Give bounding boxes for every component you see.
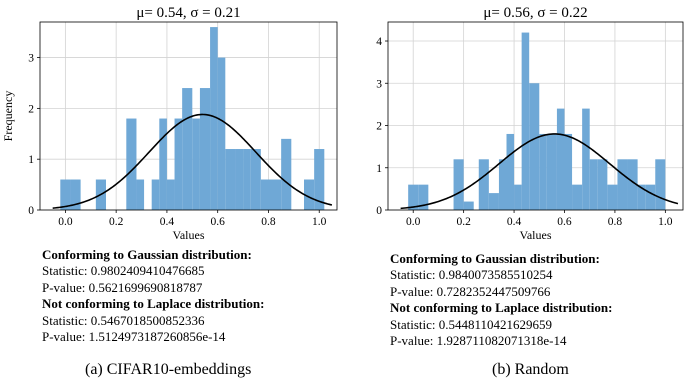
histogram-bar (453, 159, 464, 210)
laplace-pvalue: P-value: 1.5124973187260856e-14 (42, 329, 226, 345)
y-tick-label: 3 (28, 53, 34, 65)
histogram-bar (556, 108, 565, 210)
histogram-bar (589, 159, 598, 210)
x-axis-label: Values (173, 228, 205, 242)
x-tick-label: 0.4 (507, 216, 522, 228)
histogram-bar (166, 179, 175, 210)
histogram-bar (463, 201, 474, 210)
x-tick-label: 0.2 (456, 216, 471, 228)
gaussian-statistic: Statistic: 0.9840073585510254 (390, 267, 553, 283)
caption-a: (a) CIFAR10-embeddings (85, 361, 252, 378)
histogram-bar (488, 193, 499, 210)
histogram-bar (182, 88, 193, 210)
histogram-bar (637, 184, 646, 210)
histogram-bar (217, 57, 226, 210)
histogram-bar (582, 108, 590, 210)
histogram-bar (174, 118, 183, 210)
histogram-bar (521, 32, 530, 210)
x-tick-label: 0.8 (261, 216, 276, 228)
histogram-bar (645, 184, 656, 210)
x-tick-label: 0.6 (211, 216, 226, 228)
y-tick-label: 0 (376, 205, 382, 217)
histogram-bar (199, 88, 211, 210)
histogram-bar (597, 159, 608, 210)
histogram-bar (235, 149, 244, 210)
x-tick-label: 0.8 (608, 216, 623, 228)
laplace-statistic: Statistic: 0.5448110421629659 (390, 316, 553, 332)
x-tick-label: 0.0 (58, 216, 73, 228)
x-tick-label: 0.4 (160, 216, 175, 228)
y-tick-label: 2 (28, 103, 34, 115)
histogram-bar (529, 83, 540, 210)
x-tick-label: 0.6 (557, 216, 572, 228)
histogram-bar (627, 159, 638, 210)
gaussian-fit-curve (400, 133, 679, 210)
histogram-bar (617, 159, 628, 210)
gaussian-heading: Conforming to Gaussian distribution: (42, 247, 252, 262)
x-axis-label: Values (520, 228, 552, 242)
x-tick-label: 1.0 (312, 216, 327, 228)
histogram-bar (304, 179, 315, 210)
laplace-heading: Not conforming to Laplace distribution: (42, 296, 265, 312)
y-axis-label: Frequency (1, 91, 15, 142)
histogram-bar (418, 184, 429, 210)
x-tick-label: 1.0 (658, 216, 673, 228)
histogram-bar (546, 133, 557, 210)
y-tick-label: 2 (376, 121, 382, 133)
chart-title: μ= 0.54, σ = 0.21 (136, 5, 240, 21)
histogram-bar (314, 149, 325, 210)
histogram-bar (514, 184, 522, 210)
gaussian-statistic: Statistic: 0.9802409410476685 (42, 263, 205, 279)
y-tick-label: 0 (28, 205, 34, 217)
plot-frame (39, 21, 338, 211)
histogram-bar (192, 118, 200, 210)
laplace-heading: Not conforming to Laplace distribution: (390, 300, 613, 316)
y-tick-label: 3 (376, 78, 382, 90)
x-tick-label: 0.2 (109, 216, 124, 228)
histogram-bar (506, 133, 515, 210)
y-tick-label: 4 (376, 36, 382, 48)
histogram-bar (564, 133, 573, 210)
chart-a: 0.0 0.2 0.4 0.6 0.8 1.0 0 1 2 3 Values Frequency μ= … (1, 5, 338, 242)
histogram-bar (271, 179, 282, 210)
gaussian-heading: Conforming to Gaussian distribution: (390, 251, 600, 266)
histogram-bar (655, 159, 666, 210)
histogram-bar (281, 138, 292, 210)
laplace-pvalue: P-value: 1.928711082071318e-14 (390, 333, 567, 349)
y-tick-label: 1 (28, 154, 34, 166)
y-tick-label: 1 (376, 163, 382, 175)
histogram-bar (250, 149, 261, 210)
histogram-bar (151, 179, 160, 210)
chart-title: μ= 0.56, σ = 0.22 (483, 5, 587, 21)
histogram-bar (70, 179, 81, 210)
histogram-bar (126, 118, 137, 210)
x-tick-label: 0.0 (406, 216, 421, 228)
gaussian-pvalue: P-value: 0.5621699690818787 (42, 279, 203, 295)
histogram-bar (136, 179, 145, 210)
histogram-bar (260, 179, 271, 210)
histogram-bar (478, 159, 489, 210)
histogram-bar (498, 159, 507, 210)
gaussian-pvalue: P-value: 0.7282352447509766 (390, 283, 551, 299)
histogram-bar (539, 133, 547, 210)
histogram-bar (225, 149, 236, 210)
chart-b: 0.0 0.2 0.4 0.6 0.8 1.0 0 1 2 3 4 Values μ= 0.56, σ … (376, 5, 684, 242)
histogram-bar (60, 179, 71, 210)
laplace-statistic: Statistic: 0.5467018500852336 (42, 312, 205, 328)
histogram-bar (210, 27, 218, 210)
plot-frame (387, 21, 684, 211)
histogram-bar (607, 184, 618, 210)
gaussian-fit-curve (52, 113, 333, 209)
stats-panel-a: Conforming to Gaussian distribution: Sta… (42, 247, 264, 345)
histogram-bar (159, 118, 167, 210)
histogram-bar (408, 184, 419, 210)
stats-panel-b: Conforming to Gaussian distribution: Sta… (390, 251, 612, 349)
caption-b: (b) Random (492, 361, 569, 378)
histogram-bar (572, 184, 583, 210)
histogram-bar (243, 149, 251, 210)
